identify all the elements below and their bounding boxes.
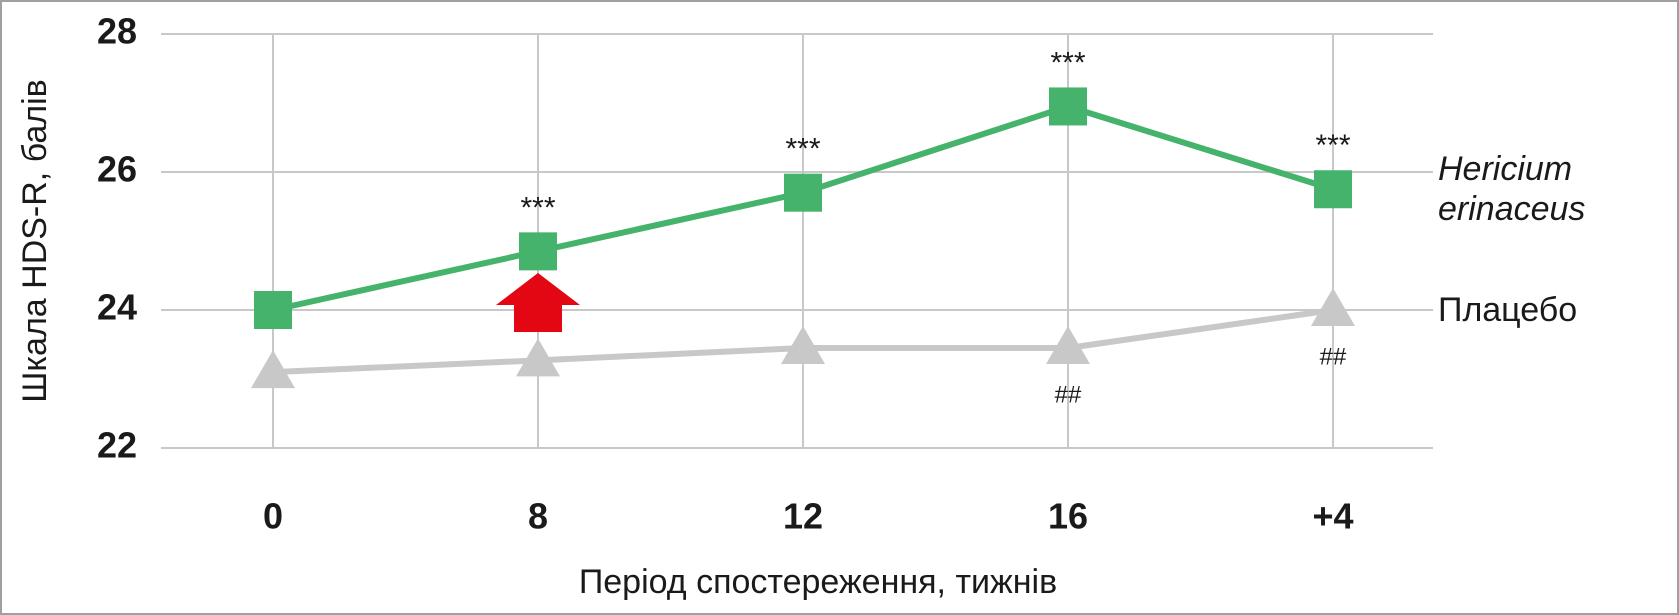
significance-label: ***	[1050, 46, 1085, 79]
x-tick-label: +4	[1312, 496, 1353, 537]
significance-label: ##	[1055, 381, 1082, 408]
marker	[516, 338, 560, 377]
marker	[1049, 87, 1087, 126]
x-tick-label: 16	[1048, 496, 1088, 537]
significance-label: ***	[1315, 129, 1350, 162]
start-arrow	[496, 273, 580, 332]
x-tick-label: 8	[528, 496, 548, 537]
marker	[1046, 325, 1090, 364]
y-axis-title: Шкала HDS-R, балів	[16, 79, 54, 403]
y-tick-label: 28	[97, 11, 137, 52]
x-axis-title: Період спостереження, тижнів	[579, 563, 1057, 601]
marker	[251, 350, 295, 389]
y-tick-label: 26	[97, 149, 137, 190]
marker	[784, 173, 822, 212]
significance-label: ***	[785, 133, 820, 166]
marker	[254, 291, 292, 329]
y-tick-label: 22	[97, 425, 137, 466]
x-tick-label: 0	[263, 496, 283, 537]
marker	[1311, 288, 1355, 326]
marker	[519, 232, 557, 271]
significance-label: ***	[520, 191, 555, 224]
marker	[781, 325, 825, 364]
x-tick-label: 12	[783, 496, 823, 537]
y-tick-label: 24	[97, 287, 137, 328]
legend-entry: Плацебо	[1438, 291, 1578, 329]
significance-label: ##	[1320, 343, 1347, 370]
marker	[1314, 170, 1352, 209]
legend-entry: Hericium erinaceus	[1438, 150, 1586, 229]
